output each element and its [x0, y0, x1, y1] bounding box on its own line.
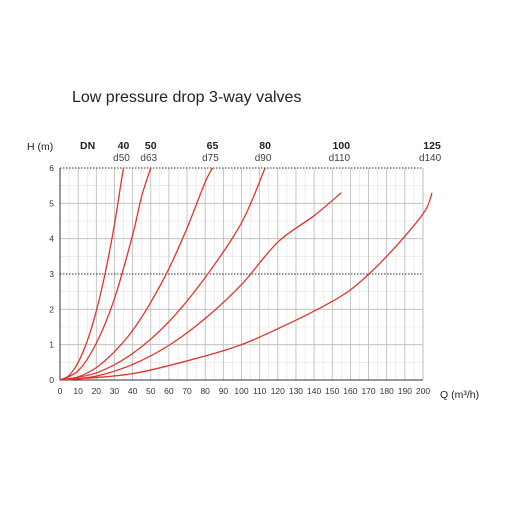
y-tick-label: 1: [49, 340, 54, 350]
x-tick-label: 70: [182, 386, 192, 396]
chart-title: Low pressure drop 3-way valves: [72, 89, 301, 106]
x-tick-label: 60: [164, 386, 174, 396]
series-sublabel-d140: d140: [419, 153, 442, 164]
y-tick-label: 6: [49, 163, 54, 173]
curve-dn-100: [59, 192, 342, 381]
x-tick-label: 150: [325, 386, 339, 396]
y-axis-label: H (m): [27, 141, 53, 153]
series-label-dn-80: 80: [259, 140, 271, 152]
x-tick-label: 20: [92, 386, 102, 396]
series-label-dn-125: 125: [423, 140, 441, 152]
x-tick-label: 100: [234, 386, 248, 396]
series-label-dn-65: 65: [207, 140, 219, 152]
x-tick-label: 130: [289, 386, 303, 396]
x-axis-label: Q (m³/h): [440, 389, 479, 401]
curves: [59, 167, 433, 381]
curve-dn-80: [59, 167, 266, 381]
grid: [59, 167, 424, 381]
series-sublabel-d50: d50: [113, 153, 130, 164]
y-tick-label: 5: [49, 198, 54, 208]
x-tick-label: 110: [253, 386, 267, 396]
dn-header-label: DN: [80, 140, 95, 152]
x-tick-label: 160: [343, 386, 357, 396]
series-label-dn-50: 50: [145, 140, 157, 152]
x-tick-label: 120: [271, 386, 285, 396]
x-tick-label: 30: [110, 386, 120, 396]
x-tick-label: 50: [146, 386, 156, 396]
curve-dn-50: [59, 167, 152, 381]
curve-dn-125: [59, 192, 433, 381]
x-tick-label: 90: [219, 386, 229, 396]
x-tick-label: 80: [200, 386, 210, 396]
series-sublabel-d63: d63: [140, 153, 157, 164]
x-tick-label: 10: [73, 386, 83, 396]
y-tick-label: 3: [49, 269, 54, 279]
x-tick-label: 190: [398, 386, 412, 396]
x-tick-label: 40: [128, 386, 138, 396]
x-tick-label: 140: [307, 386, 321, 396]
series-sublabel-d90: d90: [255, 153, 272, 164]
curve-dn-65: [59, 167, 214, 381]
y-tick-label: 2: [49, 304, 54, 314]
x-tick-label: 0: [58, 386, 63, 396]
series-sublabel-d75: d75: [202, 153, 219, 164]
x-tick-label: 180: [380, 386, 394, 396]
series-label-dn-100: 100: [333, 140, 351, 152]
series-sublabel-d110: d110: [329, 153, 351, 164]
y-tick-label: 4: [49, 234, 54, 244]
curve-dn-40: [59, 167, 125, 381]
y-tick-label: 0: [49, 375, 54, 385]
series-label-dn-40: 40: [118, 140, 130, 152]
x-tick-label: 200: [416, 386, 430, 396]
axis-ticks: 0 10 20 30 40 50 60 70 80 90 100 110 120 130 140 150 160…: [49, 163, 430, 396]
x-tick-label: 170: [361, 386, 375, 396]
